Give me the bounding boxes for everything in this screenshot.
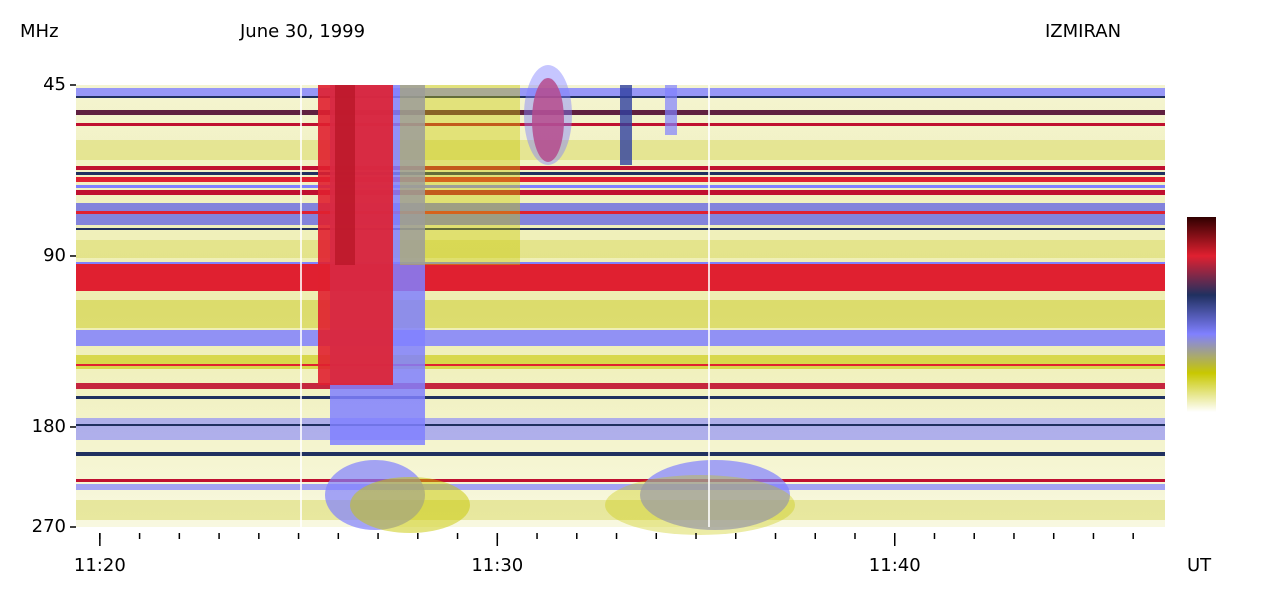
x-tick-label: 11:40: [869, 555, 921, 576]
annotation: IZMIRAN: [1045, 21, 1121, 42]
x-axis-label: UT: [1187, 555, 1212, 576]
y-tick-label: 90: [43, 245, 66, 266]
y-tick-label: 270: [32, 516, 66, 537]
x-tick-label: 11:30: [471, 555, 523, 576]
spectrogram-image: [76, 65, 1165, 535]
x-tick-label: 11:20: [74, 555, 126, 576]
y-tick-label: 180: [32, 416, 66, 437]
chart-title: June 30, 1999: [239, 21, 365, 42]
colorbar: [1187, 217, 1216, 412]
y-axis-label: MHz: [20, 21, 59, 42]
y-tick-label: 45: [43, 74, 66, 95]
